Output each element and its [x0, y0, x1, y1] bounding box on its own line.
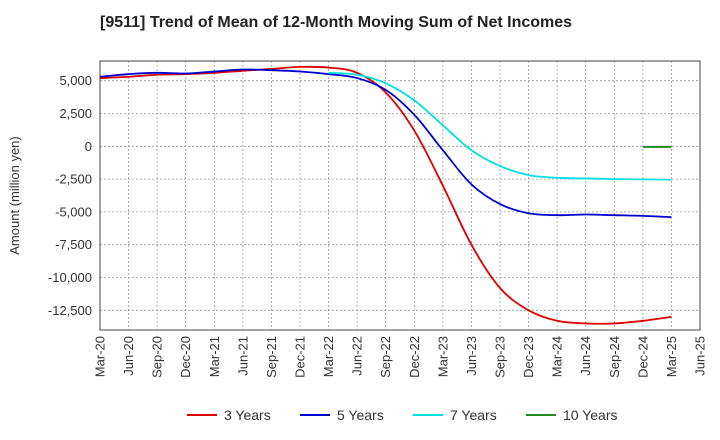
legend-label: 3 Years: [224, 407, 271, 423]
x-tick-label: Dec-23: [521, 336, 536, 378]
plot-area: [100, 61, 700, 330]
series-layer: [99, 65, 672, 325]
x-tick-label: Mar-24: [550, 336, 565, 377]
x-tick-label: Sep-24: [607, 336, 622, 378]
legend-label: 5 Years: [337, 407, 384, 423]
series-line-5-years: [99, 68, 672, 219]
x-tick-labels: Mar-20 Jun-20 Sep-20 Dec-20 Mar-21 Jun-21 Sep-…: [93, 336, 708, 378]
x-tick-label: Dec-21: [293, 336, 308, 378]
legend-item-3-years: 3 Years: [187, 407, 271, 423]
x-tick-label: Sep-21: [264, 336, 279, 378]
legend-item-7-years: 7 Years: [413, 407, 497, 423]
x-tick-label: Jun-20: [121, 336, 136, 376]
series-line-7-years: [328, 71, 672, 181]
y-tick-labels: 5,000 2,500 0 -2,500 -5,000 -7,500 -10,000 -12,…: [48, 73, 92, 318]
x-tick-label: Jun-25: [693, 336, 708, 376]
x-tick-label: Mar-21: [207, 336, 222, 377]
x-tick-label: Jun-22: [350, 336, 365, 376]
legend: 3 Years 5 Years 7 Years 10 Years: [187, 407, 618, 423]
chart-title: [9511] Trend of Mean of 12-Month Moving …: [100, 14, 573, 31]
y-tick-label: 5,000: [59, 73, 92, 88]
x-tick-label: Mar-20: [93, 336, 108, 377]
x-tick-label: Jun-23: [464, 336, 479, 376]
legend-item-10-years: 10 Years: [526, 407, 618, 423]
x-tick-label: Sep-22: [378, 336, 393, 378]
legend-item-5-years: 5 Years: [300, 407, 384, 423]
x-tick-label: Sep-20: [150, 336, 165, 378]
x-tick-label: Dec-24: [635, 336, 650, 378]
plot-frame: [99, 60, 701, 331]
y-tick-label: 2,500: [59, 106, 92, 121]
x-tick-label: Dec-20: [178, 336, 193, 378]
y-tick-label: -7,500: [55, 237, 92, 252]
y-tick-label: -10,000: [48, 270, 92, 285]
y-tick-label: -2,500: [55, 172, 92, 187]
legend-label: 7 Years: [450, 407, 497, 423]
x-tick-label: Mar-25: [664, 336, 679, 377]
x-tick-label: Mar-23: [435, 336, 450, 377]
y-tick-label: -12,500: [48, 303, 92, 318]
y-tick-label: 0: [85, 139, 92, 154]
y-axis-title: Amount (million yen): [7, 136, 22, 255]
grid-layer: [100, 61, 700, 330]
x-tick-label: Jun-21: [235, 336, 250, 376]
x-tick-label: Mar-22: [321, 336, 336, 377]
x-tick-label: Sep-23: [493, 336, 508, 378]
y-tick-label: -5,000: [55, 204, 92, 219]
legend-label: 10 Years: [563, 407, 618, 423]
x-tick-label: Jun-24: [578, 336, 593, 376]
x-tick-label: Dec-22: [407, 336, 422, 378]
